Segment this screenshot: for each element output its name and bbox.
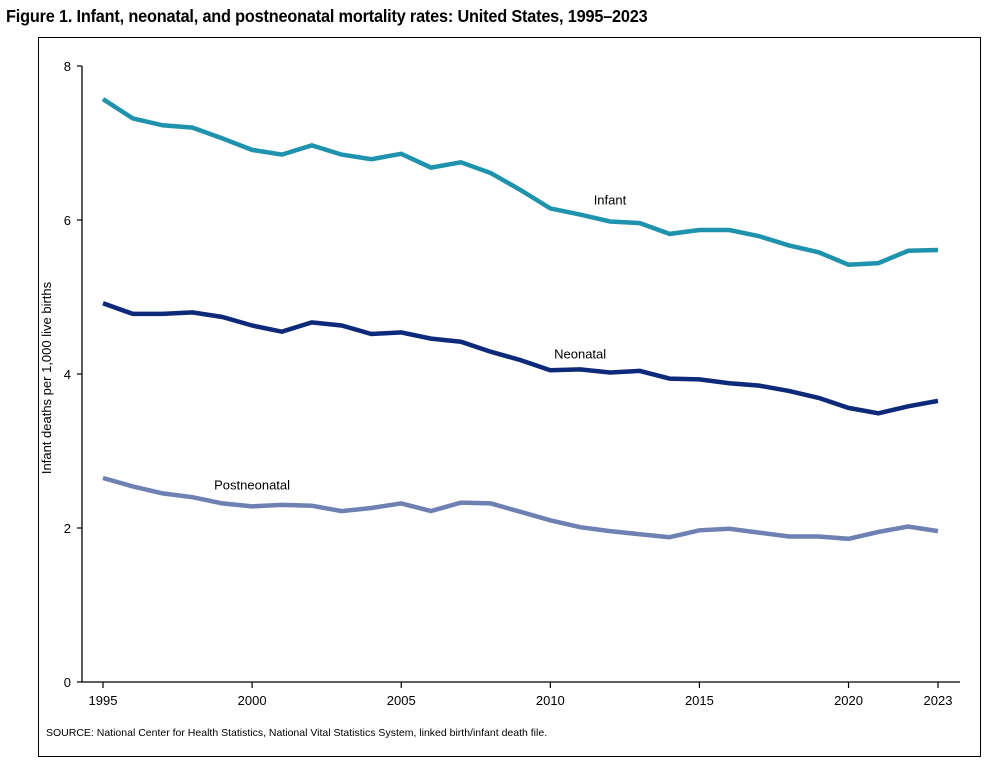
x-tick-label: 2015 bbox=[685, 693, 714, 708]
x-tick-label: 2023 bbox=[924, 693, 953, 708]
x-tick-label: 2010 bbox=[536, 693, 565, 708]
series-line-postneonatal bbox=[102, 475, 939, 542]
series-label-postneonatal: Postneonatal bbox=[214, 478, 290, 493]
y-tick-label: 4 bbox=[64, 367, 71, 382]
x-tick-label: 2005 bbox=[387, 693, 416, 708]
y-tick-label: 0 bbox=[64, 675, 71, 690]
figure-frame bbox=[38, 37, 981, 757]
series-label-neonatal: Neonatal bbox=[554, 347, 606, 362]
y-tick-label: 2 bbox=[64, 521, 71, 536]
chart-title: Figure 1. Infant, neonatal, and postneon… bbox=[6, 6, 648, 26]
series-line-neonatal bbox=[102, 301, 939, 416]
x-tick-label: 2000 bbox=[238, 693, 267, 708]
series-label-infant: Infant bbox=[594, 193, 627, 208]
series-line-infant bbox=[101, 97, 939, 267]
y-axis-label: Infant deaths per 1,000 live births bbox=[39, 281, 54, 474]
x-tick-label: 2020 bbox=[834, 693, 863, 708]
source-note: SOURCE: National Center for Health Stati… bbox=[46, 727, 548, 739]
x-tick-label: 1995 bbox=[89, 693, 118, 708]
y-tick-label: 6 bbox=[64, 213, 71, 228]
y-tick-label: 8 bbox=[64, 59, 71, 74]
